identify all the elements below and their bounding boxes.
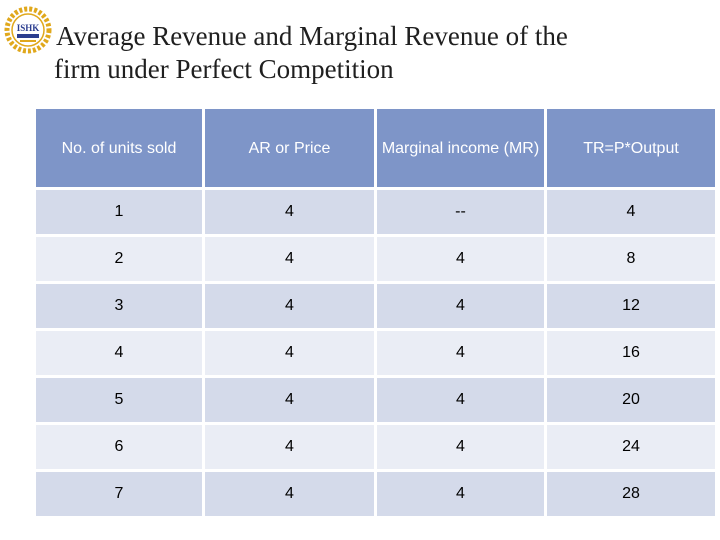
cell-mr: 4 (377, 425, 544, 469)
cell-units: 7 (36, 472, 202, 516)
revenue-table: No. of units sold AR or Price Marginal i… (33, 106, 718, 519)
cell-tr: 4 (547, 190, 715, 234)
cell-ar: 4 (205, 472, 374, 516)
cell-ar: 4 (205, 378, 374, 422)
cell-ar: 4 (205, 425, 374, 469)
cell-tr: 24 (547, 425, 715, 469)
slide-title: Average Revenue and Marginal Revenue of … (54, 20, 696, 86)
header-units-sold: No. of units sold (36, 109, 202, 187)
title-line-1: Average Revenue and Marginal Revenue of … (56, 21, 568, 51)
cell-ar: 4 (205, 190, 374, 234)
cell-ar: 4 (205, 284, 374, 328)
header-marginal-income: Marginal income (MR) (377, 109, 544, 187)
cell-mr: 4 (377, 284, 544, 328)
cell-mr: 4 (377, 237, 544, 281)
cell-tr: 12 (547, 284, 715, 328)
cell-tr: 20 (547, 378, 715, 422)
table-header-row: No. of units sold AR or Price Marginal i… (36, 109, 715, 187)
cell-tr: 16 (547, 331, 715, 375)
cell-units: 6 (36, 425, 202, 469)
cell-mr: 4 (377, 378, 544, 422)
cell-mr: 4 (377, 472, 544, 516)
header-ar-price: AR or Price (205, 109, 374, 187)
cell-units: 2 (36, 237, 202, 281)
table-row: 6 4 4 24 (36, 425, 715, 469)
cell-units: 1 (36, 190, 202, 234)
cell-tr: 28 (547, 472, 715, 516)
cell-ar: 4 (205, 331, 374, 375)
table-row: 4 4 4 16 (36, 331, 715, 375)
table-row: 7 4 4 28 (36, 472, 715, 516)
table-row: 2 4 4 8 (36, 237, 715, 281)
table-row: 5 4 4 20 (36, 378, 715, 422)
cell-mr: -- (377, 190, 544, 234)
cell-ar: 4 (205, 237, 374, 281)
cell-tr: 8 (547, 237, 715, 281)
cell-units: 4 (36, 331, 202, 375)
svg-text:ISHK: ISHK (17, 23, 40, 33)
header-total-revenue: TR=P*Output (547, 109, 715, 187)
table-row: 3 4 4 12 (36, 284, 715, 328)
institution-logo: ISHK (2, 6, 54, 54)
cell-units: 5 (36, 378, 202, 422)
cell-units: 3 (36, 284, 202, 328)
table-row: 1 4 -- 4 (36, 190, 715, 234)
cell-mr: 4 (377, 331, 544, 375)
title-line-2: firm under Perfect Competition (54, 54, 394, 84)
